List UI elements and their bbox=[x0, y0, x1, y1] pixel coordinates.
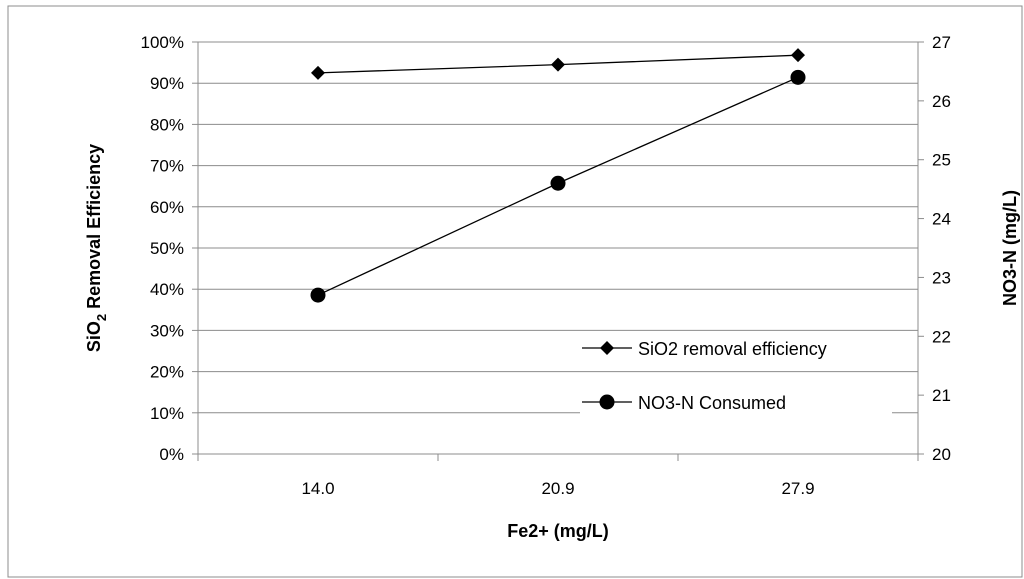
right-tick-label: 21 bbox=[932, 386, 951, 405]
left-tick-label: 30% bbox=[150, 321, 184, 340]
data-point bbox=[551, 57, 565, 72]
left-tick-label: 40% bbox=[150, 280, 184, 299]
left-tick-label: 70% bbox=[150, 157, 184, 176]
legend: SiO2 removal efficiency NO3-N Consumed bbox=[580, 331, 892, 419]
x-tick-label: 27.9 bbox=[781, 479, 814, 498]
left-axis-tick-labels: 0% 10% 20% 30% 40% 50% 60% 70% 80% 90% 100% bbox=[141, 33, 184, 464]
left-tick-label: 50% bbox=[150, 239, 184, 258]
series-1 bbox=[311, 48, 805, 80]
legend-label: NO3-N Consumed bbox=[638, 393, 786, 413]
data-point bbox=[310, 287, 326, 303]
axes bbox=[197, 42, 919, 461]
left-tick-label: 10% bbox=[150, 404, 184, 423]
left-tick-label: 90% bbox=[150, 74, 184, 93]
series-2 bbox=[310, 69, 806, 303]
legend-marker bbox=[599, 394, 615, 410]
left-tick-label: 0% bbox=[159, 445, 184, 464]
x-axis-tick-labels: 14.0 20.9 27.9 bbox=[301, 479, 814, 498]
legend-marker bbox=[600, 341, 614, 355]
legend-entry: NO3-N Consumed bbox=[580, 385, 892, 419]
right-tick-label: 23 bbox=[932, 268, 951, 287]
left-axis-title-rest: Removal Efficiency bbox=[84, 144, 104, 314]
data-point bbox=[790, 69, 806, 85]
data-point bbox=[311, 65, 325, 80]
x-tick-label: 20.9 bbox=[541, 479, 574, 498]
chart-border bbox=[7, 5, 1023, 578]
left-tick-label: 100% bbox=[141, 33, 184, 52]
left-tick-label: 60% bbox=[150, 198, 184, 217]
x-axis-title: Fe2+ (mg/L) bbox=[507, 521, 609, 541]
series-layer bbox=[310, 48, 806, 303]
left-tick-label: 80% bbox=[150, 115, 184, 134]
right-tick-label: 24 bbox=[932, 210, 951, 229]
left-tick-label: 20% bbox=[150, 363, 184, 382]
right-tick-label: 25 bbox=[932, 151, 951, 170]
data-point bbox=[550, 175, 566, 191]
left-axis-title-subscript: 2 bbox=[94, 314, 109, 321]
x-tick-label: 14.0 bbox=[301, 479, 334, 498]
legend-entry: SiO2 removal efficiency bbox=[580, 331, 892, 365]
gridlines bbox=[192, 41, 924, 455]
left-axis-title: SiO2 Removal Efficiency bbox=[84, 144, 109, 352]
legend-label: SiO2 removal efficiency bbox=[638, 339, 827, 359]
right-tick-label: 22 bbox=[932, 327, 951, 346]
right-tick-label: 26 bbox=[932, 92, 951, 111]
data-point bbox=[791, 48, 805, 63]
right-axis-title: NO3-N (mg/L) bbox=[1000, 190, 1020, 306]
right-tick-label: 27 bbox=[932, 33, 951, 52]
right-axis-tick-labels: 20 21 22 23 24 25 26 27 bbox=[932, 33, 951, 464]
right-tick-label: 20 bbox=[932, 445, 951, 464]
left-axis-title-main: SiO bbox=[84, 321, 104, 352]
